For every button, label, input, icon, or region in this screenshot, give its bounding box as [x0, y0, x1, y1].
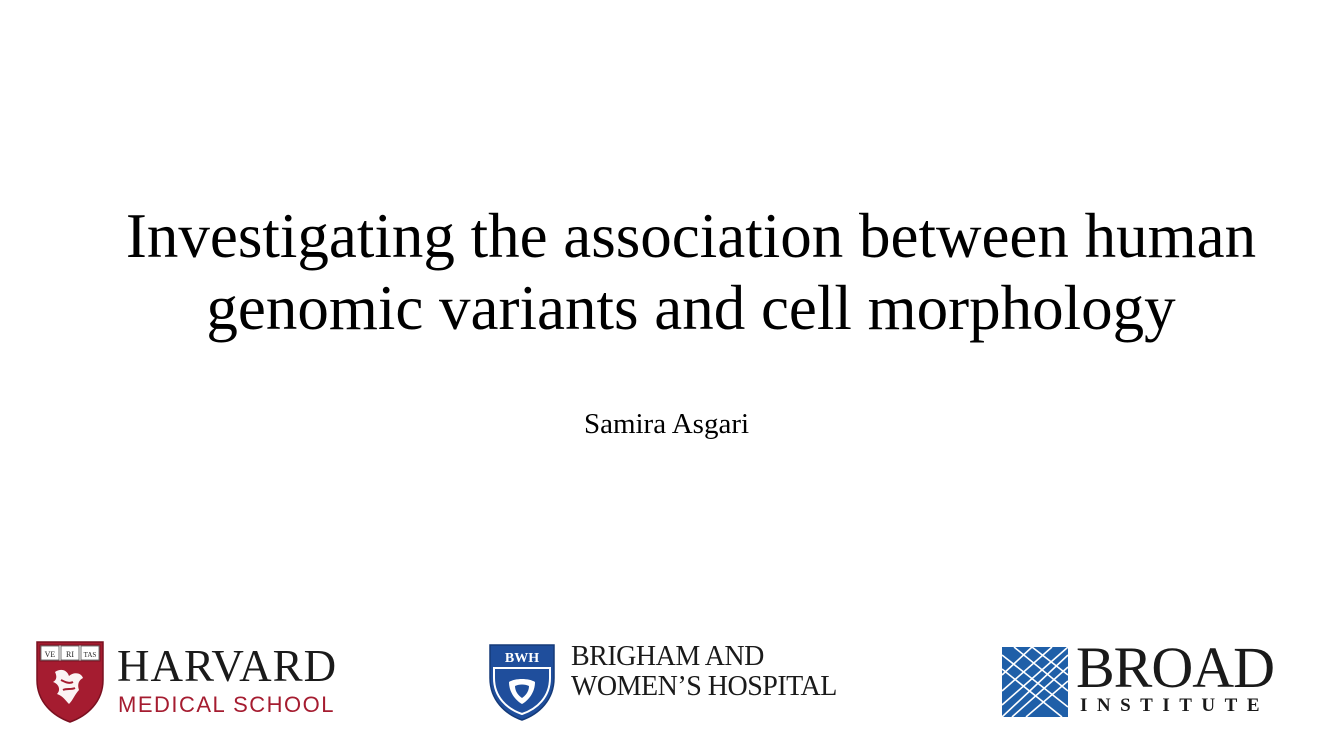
shield-text-tas: TAS — [84, 651, 97, 659]
broad-institute-logo: BROAD INSTITUTE — [1002, 639, 1292, 725]
bwh-shield-text: BWH — [505, 651, 539, 666]
shield-text-ri: RI — [66, 650, 74, 659]
bwh-logo: BWH BRIGHAM AND WOMEN’S HOSPITAL — [487, 640, 897, 725]
broad-name: BROAD — [1076, 635, 1275, 700]
harvard-shield-icon: VE RI TAS — [36, 641, 104, 723]
bwh-name-line-2: WOMEN’S HOSPITAL — [571, 671, 837, 702]
broad-subtitle: INSTITUTE — [1080, 695, 1269, 716]
shield-text-ve: VE — [45, 650, 56, 659]
bwh-shield-icon: BWH — [489, 644, 555, 721]
slide-title-line-2: genomic variants and cell morphology — [206, 273, 1176, 343]
slide-title: Investigating the association between hu… — [66, 200, 1316, 344]
harvard-name: HARVARD — [117, 641, 338, 691]
harvard-medical-school-logo: VE RI TAS HARVARD MEDICAL SCHOOL — [35, 640, 365, 725]
slide-title-line-1: Investigating the association between hu… — [125, 201, 1257, 271]
broad-mark-icon — [1002, 647, 1068, 717]
bwh-name-line-1: BRIGHAM AND — [571, 641, 764, 672]
author-name: Samira Asgari — [583, 408, 750, 440]
harvard-subtitle: MEDICAL SCHOOL — [118, 692, 336, 717]
